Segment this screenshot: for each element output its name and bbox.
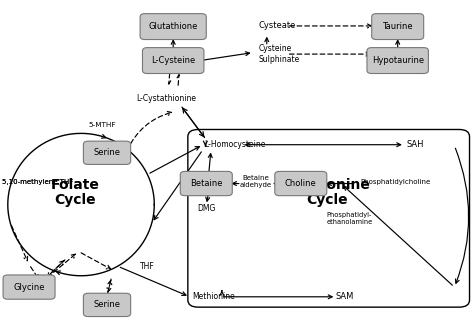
FancyBboxPatch shape xyxy=(180,171,232,196)
Text: L-Homocysteine: L-Homocysteine xyxy=(204,140,265,149)
Text: Taurine: Taurine xyxy=(383,22,413,31)
Text: 5-MTHF: 5-MTHF xyxy=(89,122,116,128)
FancyBboxPatch shape xyxy=(83,293,131,317)
FancyBboxPatch shape xyxy=(275,171,327,196)
Text: Serine: Serine xyxy=(93,148,120,157)
FancyBboxPatch shape xyxy=(83,141,131,164)
Text: Folate: Folate xyxy=(51,178,100,192)
Text: 5,10-methylene THF: 5,10-methylene THF xyxy=(2,179,73,185)
FancyBboxPatch shape xyxy=(143,48,204,73)
Text: Phosphatidylcholine: Phosphatidylcholine xyxy=(360,179,430,185)
Text: SAM: SAM xyxy=(336,292,354,301)
FancyBboxPatch shape xyxy=(372,14,424,40)
Text: Glutathione: Glutathione xyxy=(148,22,198,31)
Text: Phosphatidyl-
ethanolamine: Phosphatidyl- ethanolamine xyxy=(327,212,373,225)
Text: Methionine: Methionine xyxy=(192,292,235,301)
FancyBboxPatch shape xyxy=(140,14,206,40)
Text: Glycine: Glycine xyxy=(13,283,45,292)
FancyBboxPatch shape xyxy=(367,48,428,73)
Text: Serine: Serine xyxy=(93,300,120,309)
Text: L-Cystathionine: L-Cystathionine xyxy=(136,94,196,103)
FancyBboxPatch shape xyxy=(3,275,55,299)
Text: Choline: Choline xyxy=(285,179,317,188)
Text: SAH: SAH xyxy=(407,140,424,149)
Text: Betaine
aldehyde: Betaine aldehyde xyxy=(240,176,272,188)
Text: Cysteate: Cysteate xyxy=(258,21,296,31)
Text: Cycle: Cycle xyxy=(306,193,347,207)
Text: L-Cysteine: L-Cysteine xyxy=(151,56,195,65)
Text: Cycle: Cycle xyxy=(55,193,96,207)
Text: Cysteine
Sulphinate: Cysteine Sulphinate xyxy=(258,45,300,64)
Text: Hypotaurine: Hypotaurine xyxy=(372,56,424,65)
Text: Betaine: Betaine xyxy=(190,179,222,188)
Text: THF: THF xyxy=(140,262,155,271)
Text: Methionine: Methionine xyxy=(283,178,371,192)
Text: 5,10-methylene THF: 5,10-methylene THF xyxy=(2,179,73,185)
Text: DMG: DMG xyxy=(197,204,215,213)
